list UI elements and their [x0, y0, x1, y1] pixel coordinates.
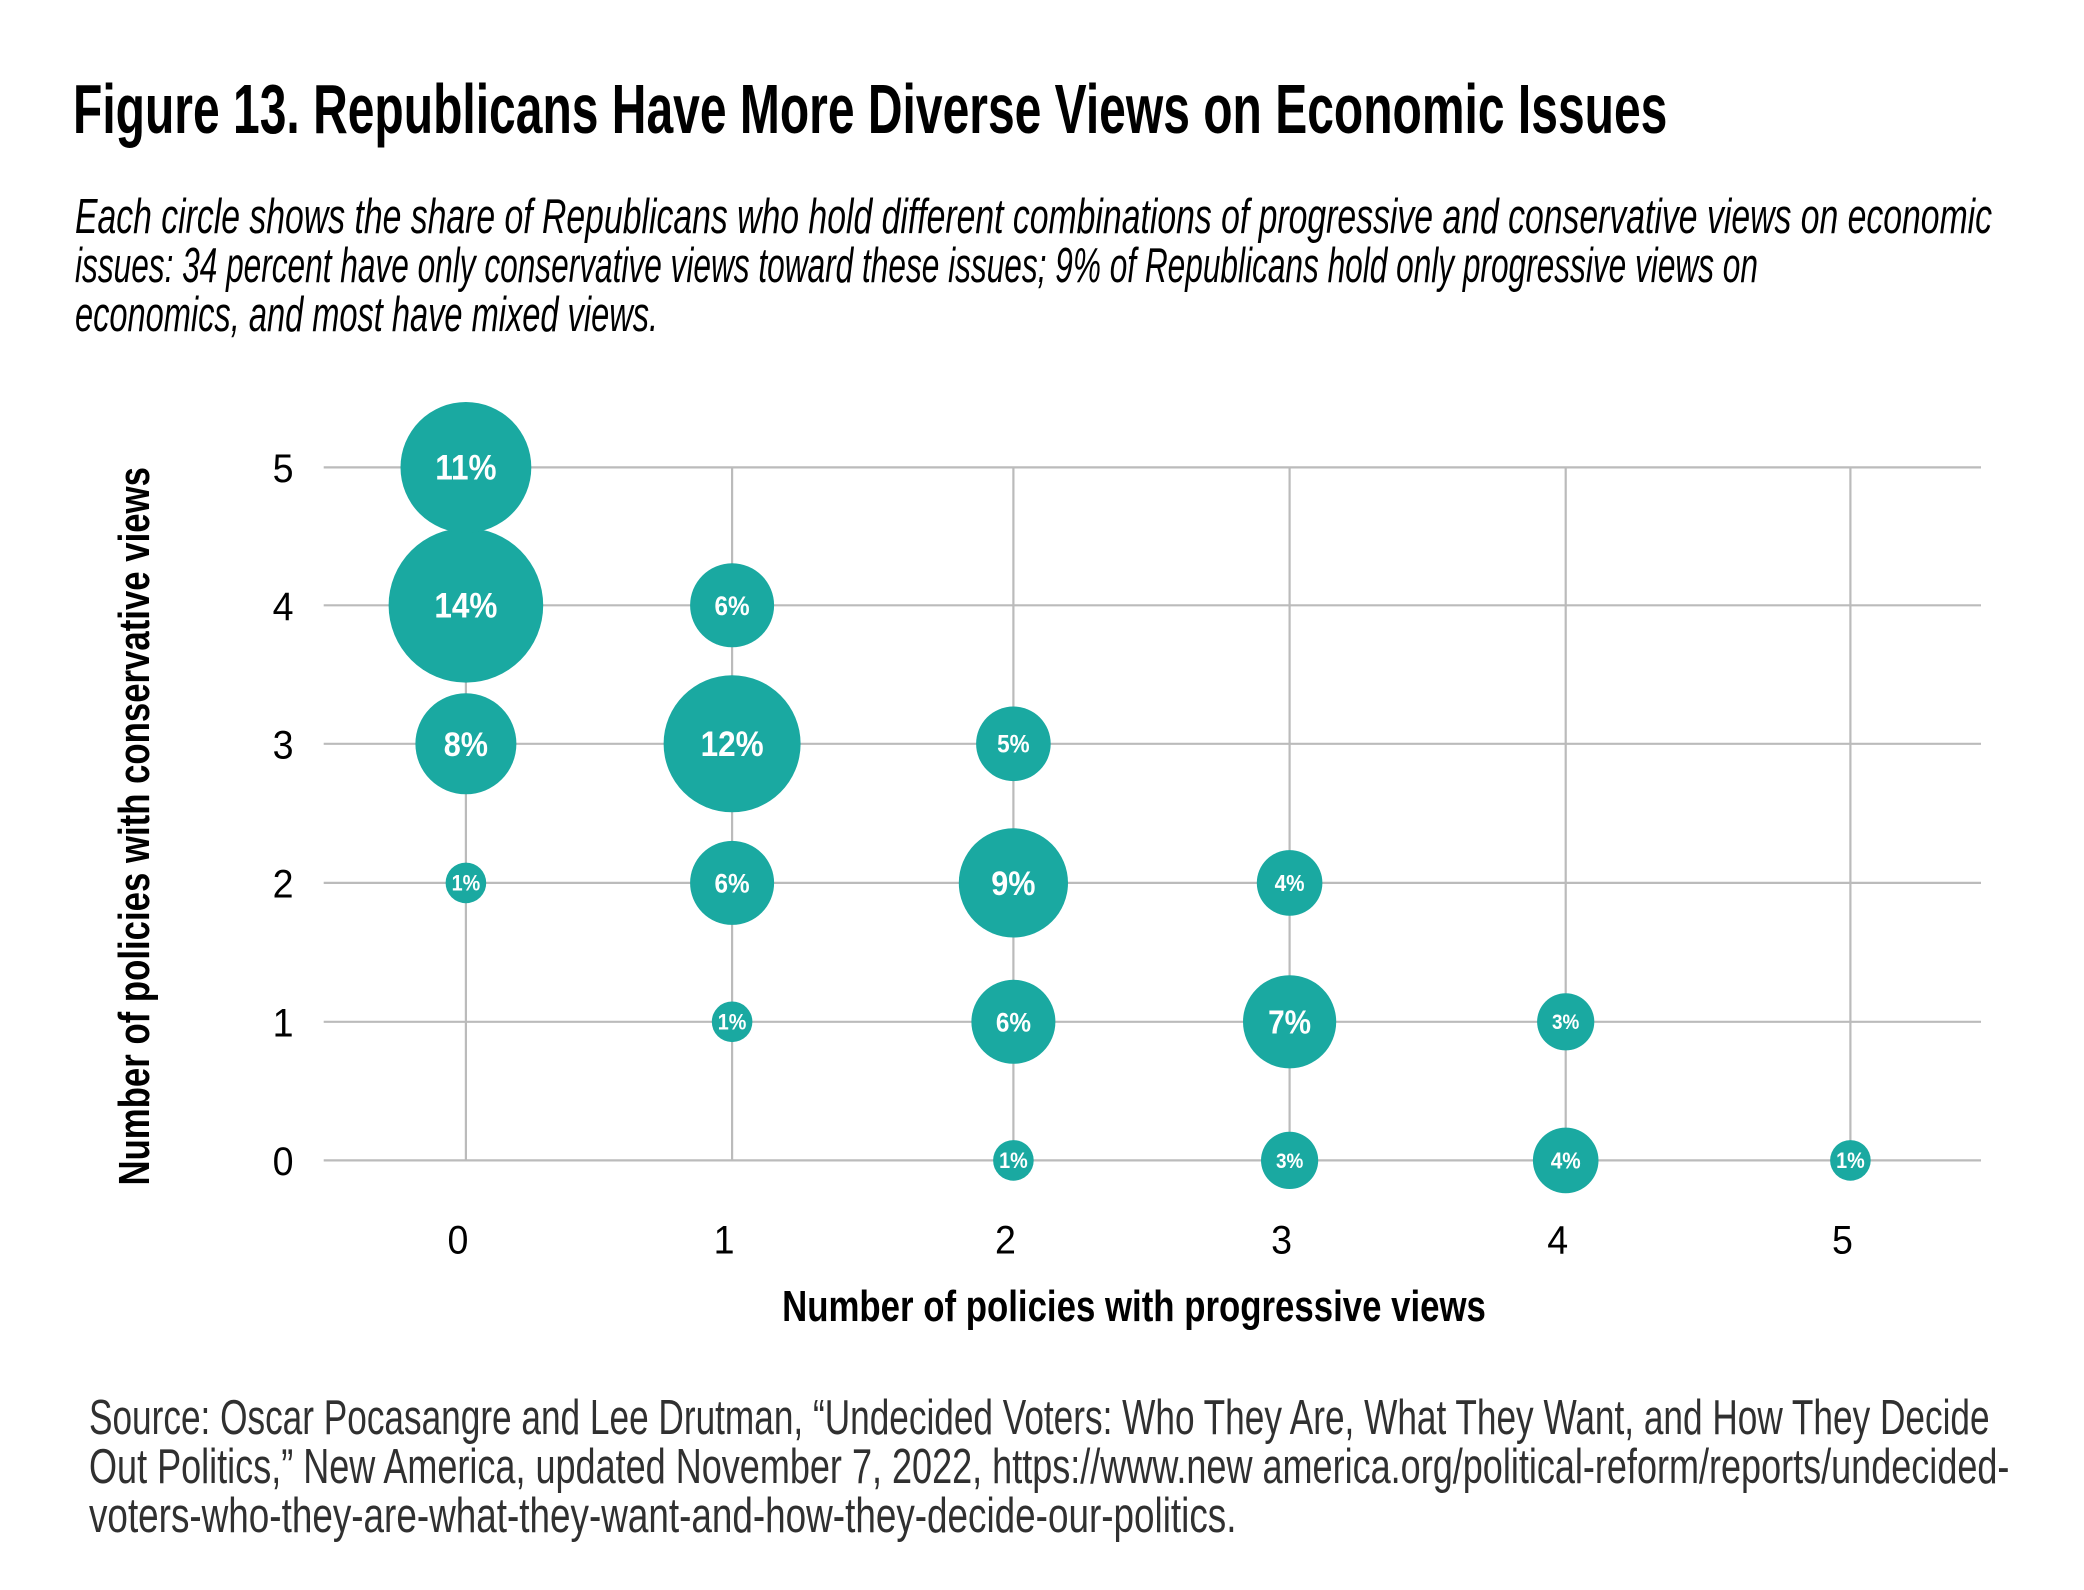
svg-text:4: 4 [273, 585, 294, 629]
svg-text:Number of policies with conser: Number of policies with conservative vie… [110, 467, 159, 1185]
svg-text:9%: 9% [991, 864, 1035, 902]
svg-text:0: 0 [447, 1218, 468, 1262]
svg-text:14%: 14% [434, 587, 497, 626]
svg-text:8%: 8% [444, 725, 488, 763]
svg-text:3: 3 [273, 723, 294, 767]
svg-text:6%: 6% [715, 592, 750, 621]
svg-text:12%: 12% [701, 726, 764, 765]
svg-text:6%: 6% [715, 869, 750, 898]
svg-text:5: 5 [1832, 1218, 1853, 1262]
svg-text:1: 1 [273, 1001, 294, 1045]
svg-text:2: 2 [273, 862, 294, 906]
svg-text:1%: 1% [1836, 1149, 1865, 1173]
svg-text:4%: 4% [1551, 1147, 1581, 1173]
svg-text:0: 0 [273, 1140, 294, 1184]
svg-text:1%: 1% [452, 872, 481, 896]
svg-text:11%: 11% [435, 449, 496, 488]
svg-text:5: 5 [273, 447, 294, 491]
svg-text:3%: 3% [1552, 1011, 1580, 1034]
svg-text:3: 3 [1271, 1218, 1292, 1262]
svg-text:3%: 3% [1276, 1150, 1304, 1173]
svg-text:5%: 5% [997, 731, 1030, 759]
svg-text:1%: 1% [718, 1011, 747, 1035]
svg-text:7%: 7% [1268, 1004, 1311, 1041]
svg-text:2: 2 [995, 1218, 1016, 1262]
svg-text:1%: 1% [999, 1149, 1028, 1173]
svg-text:Number of policies with progre: Number of policies with progressive view… [782, 1282, 1486, 1331]
svg-text:6%: 6% [996, 1008, 1031, 1037]
svg-text:1: 1 [714, 1218, 735, 1262]
svg-text:4: 4 [1547, 1218, 1568, 1262]
svg-text:4%: 4% [1275, 870, 1305, 896]
